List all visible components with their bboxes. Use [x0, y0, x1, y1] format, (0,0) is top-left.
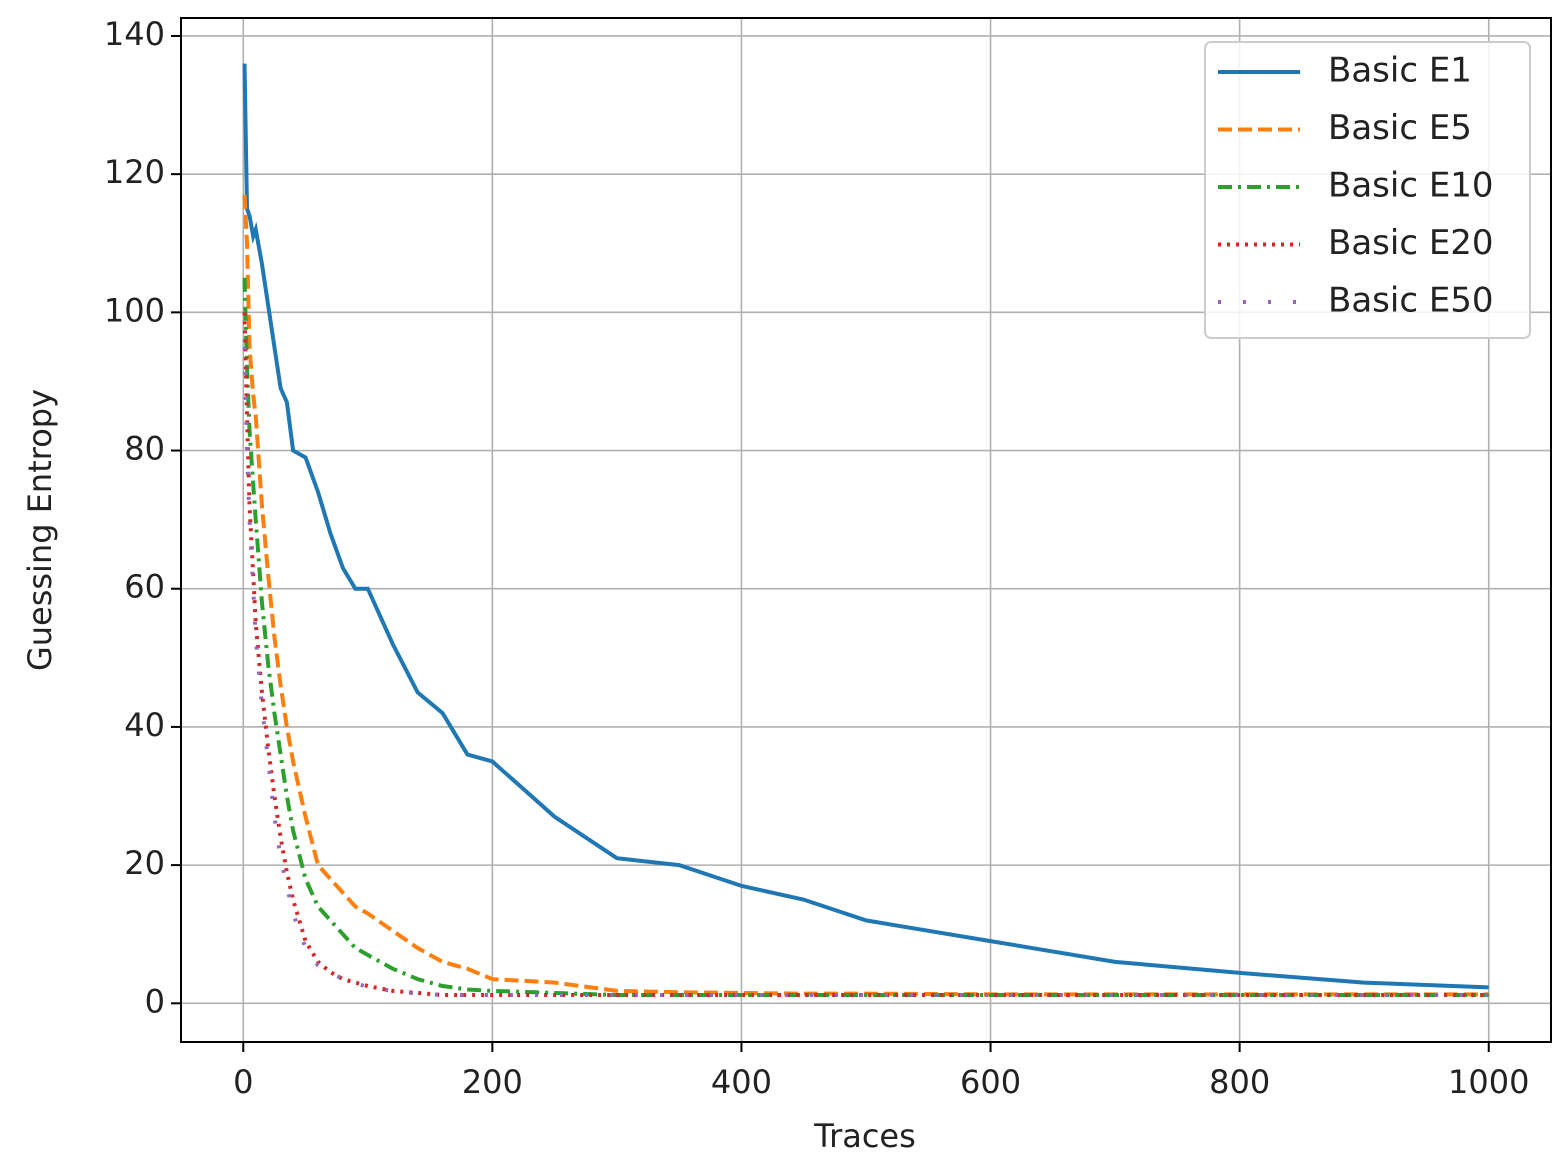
y-tick-label: 140 — [104, 15, 165, 53]
x-tick-label: 0 — [233, 1063, 253, 1101]
y-tick-label: 100 — [104, 291, 165, 329]
legend-box — [1204, 41, 1531, 339]
y-axis-label: Guessing Entropy — [21, 389, 59, 671]
y-tick-label: 60 — [124, 568, 165, 606]
data-line — [242, 346, 1489, 998]
data-line — [242, 277, 1489, 998]
legend: Basic E1 Basic E5 Basic E10 Basic E20 Basic … — [1204, 41, 1531, 339]
legend-label: Basic E1 — [1328, 51, 1472, 91]
x-tick-label: 200 — [462, 1063, 523, 1101]
y-tick-label: 40 — [124, 706, 165, 744]
y-tick-label: 0 — [145, 982, 165, 1020]
x-tick-label: 1000 — [1448, 1063, 1529, 1101]
legend-label: Basic E10 — [1328, 166, 1494, 206]
data-line — [242, 63, 1489, 990]
y-tick-label: 80 — [124, 430, 165, 468]
data-line — [242, 312, 1489, 998]
legend-label: Basic E50 — [1328, 281, 1494, 321]
legend-label: Basic E5 — [1328, 108, 1472, 148]
x-tick-label: 400 — [711, 1063, 772, 1101]
y-tick-label: 20 — [124, 844, 165, 882]
x-tick-label: 600 — [960, 1063, 1021, 1101]
x-axis-label: Traces — [813, 1117, 916, 1155]
legend-label: Basic E20 — [1328, 223, 1494, 263]
y-tick-label: 120 — [104, 153, 165, 191]
x-tick-label: 800 — [1209, 1063, 1270, 1101]
plot-frame — [180, 17, 1552, 1043]
